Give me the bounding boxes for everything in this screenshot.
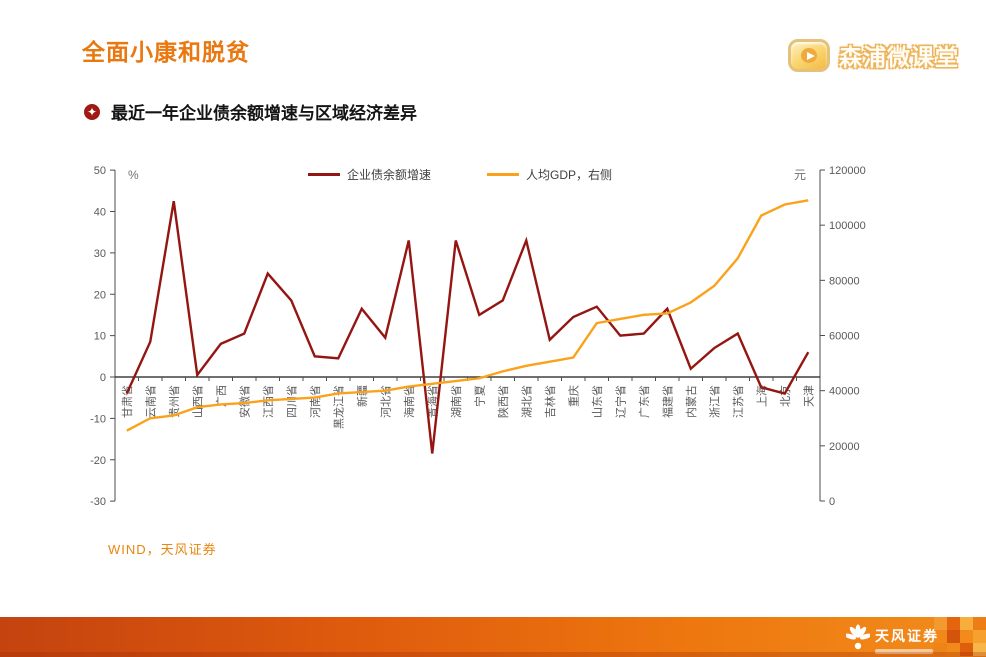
left-axis-tick-label: 10 (94, 331, 106, 343)
mosaic-square (973, 643, 986, 656)
source-note: WIND，天风证券 (108, 542, 217, 557)
legend-item-bond-growth: 企业债余额增速 (308, 166, 431, 183)
dual-axis-line-chart: 50 40 30 20 10 0 -10 -20 -30 0 20000 40000 60000 8000… (90, 165, 866, 508)
left-axis-tick-label: 50 (94, 165, 106, 177)
left-axis-tick-label: 30 (94, 248, 106, 260)
x-axis-category-label: 宁夏 (472, 385, 486, 407)
x-axis-category-label: 河北省 (379, 385, 392, 418)
x-axis-category-label: 青海省 (425, 385, 439, 418)
mosaic-square (947, 617, 960, 630)
left-axis-tick-label: 0 (100, 372, 106, 384)
x-axis-category-label: 江西省 (262, 385, 275, 418)
left-axis-tick-label: -10 (90, 413, 106, 425)
x-axis-category-label: 山东省 (591, 385, 604, 418)
brand-name: 森浦微课堂 (839, 44, 959, 70)
x-axis-category-label: 吉林省 (543, 385, 557, 418)
right-axis-tick-label: 20000 (829, 441, 860, 453)
right-axis-tick-label: 60000 (829, 331, 860, 343)
x-axis-category-label: 贵州省 (168, 385, 181, 418)
x-axis-category-label: 黑龙江省 (332, 385, 345, 429)
x-axis-category-label: 江苏省 (732, 385, 745, 418)
x-axis-category-label: 陕西省 (496, 385, 510, 418)
x-axis-category-label: 甘肃省 (121, 385, 134, 418)
page-title: 全面小康和脱贫 (82, 40, 250, 65)
left-axis-unit-label: % (128, 168, 139, 182)
x-axis-category-label: 海南省 (402, 385, 416, 418)
section-heading-row: ✦ 最近一年企业债余额增速与区域经济差异 (84, 99, 417, 124)
x-axis-category-label: 河南省 (309, 385, 322, 418)
flower-icon (846, 624, 870, 650)
right-axis-unit-label: 元 (794, 168, 806, 182)
right-axis-tick-label: 0 (829, 496, 835, 508)
play-icon (788, 38, 830, 72)
four-point-star-icon: ✦ (84, 103, 100, 120)
x-axis-category-label: 广西 (215, 385, 228, 407)
footer-logo: 天风证券 (846, 622, 939, 654)
series-line-0 (125, 200, 810, 454)
legend-label-gdp: 人均GDP，右侧 (526, 168, 613, 182)
legend-label-bond-growth: 企业债余额增速 (347, 168, 432, 182)
right-axis-tick-label: 100000 (829, 220, 866, 232)
play-icon-triangle (807, 51, 815, 60)
left-axis-tick-label: -30 (90, 496, 106, 508)
footer-brand-name: 天风证券 (875, 628, 939, 644)
mosaic-square (934, 617, 947, 630)
x-axis-category-label: 福建省 (660, 385, 674, 418)
left-axis-tick-label: 40 (94, 207, 106, 219)
chart-title: 最近一年企业债余额增速与区域经济差异 (111, 104, 417, 123)
right-axis-tick-label: 40000 (829, 386, 860, 398)
x-axis-category-label: 云南省 (144, 385, 157, 418)
x-axis-category-label: 浙江省 (708, 385, 721, 418)
chart: 企业债余额增速 人均GDP，右侧 50 40 30 20 10 0 -10 -20 -30 0 20… (80, 155, 910, 555)
right-axis-tick-label: 80000 (829, 275, 860, 287)
mosaic-square (947, 630, 960, 643)
x-axis-category-label: 山西省 (191, 385, 204, 418)
series-line-1 (126, 199, 809, 432)
mosaic-square (973, 630, 986, 643)
footer-brand-tagline (875, 649, 933, 654)
legend-swatch-gdp (487, 173, 520, 176)
x-axis-category-label: 安徽省 (237, 385, 251, 418)
left-axis-tick-label: -20 (90, 455, 106, 467)
legend-item-gdp: 人均GDP，右侧 (487, 166, 612, 183)
x-axis-category-label: 重庆 (566, 385, 580, 407)
legend-swatch-bond-growth (308, 173, 340, 176)
x-axis-category-label: 天津 (802, 385, 815, 407)
footer-brand: 天风证券 (875, 622, 939, 654)
x-axis-category-label: 湖南省 (450, 385, 463, 418)
x-axis-category-label: 湖北省 (520, 385, 533, 418)
x-axis-category-label: 内蒙古 (684, 385, 698, 418)
x-axis-category-label: 北京 (778, 385, 792, 407)
left-axis-tick-label: 20 (94, 289, 106, 301)
mosaic-square (973, 617, 986, 630)
x-axis-category-label: 四川省 (285, 385, 298, 418)
x-axis-category-label: 上海 (754, 385, 768, 407)
x-axis-category-label: 新疆 (355, 385, 369, 407)
x-axis-category-label: 广东省 (638, 385, 651, 418)
x-axis-category-label: 辽宁省 (613, 385, 627, 418)
brand-logo: 森浦微课堂 (788, 38, 959, 72)
right-axis-tick-label: 120000 (829, 165, 866, 177)
chart-legend: 企业债余额增速 人均GDP，右侧 (308, 166, 612, 183)
mosaic-square (960, 643, 973, 656)
footer-bar: 天风证券 (0, 617, 986, 657)
mosaic-square (960, 617, 973, 630)
